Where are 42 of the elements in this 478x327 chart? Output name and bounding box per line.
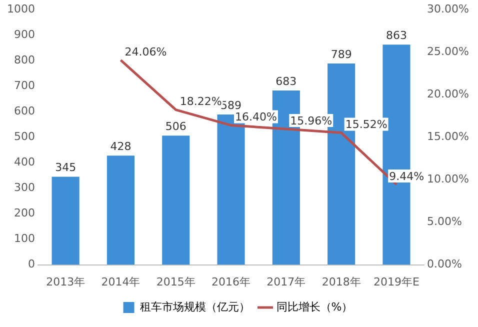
y2-tick-label: 15.00% [427, 130, 470, 144]
bar [162, 136, 190, 265]
bar [106, 156, 135, 265]
y-tick-label: 700 [14, 79, 35, 92]
data-label: 18.22% [180, 95, 222, 108]
data-label: 789 [330, 48, 352, 61]
y2-tick-label: 20.00% [427, 88, 470, 101]
data-label: 16.40% [235, 110, 277, 124]
x-tick-label: 2018年 [322, 275, 361, 288]
legend-label: 租车市场规模（亿元） [140, 300, 250, 314]
data-label: 15.96% [290, 114, 332, 128]
y2-tick-label: 30.00% [427, 2, 470, 16]
x-tick-label: 2016年 [212, 275, 251, 288]
y-tick-label: 900 [14, 28, 35, 41]
y-tick-label: 0 [28, 258, 35, 271]
y-tick-label: 600 [14, 104, 35, 118]
y-tick-label: 300 [14, 181, 35, 194]
data-label: 9.44% [389, 170, 424, 183]
data-label: 428 [110, 140, 132, 153]
y-tick-label: 500 [14, 130, 35, 144]
y-tick-label: 400 [14, 156, 35, 169]
legend-label: 同比增长（%） [276, 300, 353, 314]
y-tick-label: 200 [14, 206, 35, 220]
x-tick-label: 2014年 [101, 275, 140, 288]
y2-tick-label: 0.00% [427, 258, 462, 271]
data-label: 683 [276, 74, 297, 88]
y-tick-label: 800 [14, 54, 35, 66]
data-label: 15.52% [345, 118, 388, 132]
bar [52, 176, 80, 265]
y-tick-label: 1000 [6, 2, 35, 16]
data-label: 506 [165, 120, 186, 134]
data-label: 863 [386, 28, 407, 42]
data-label: 24.06% [124, 45, 167, 58]
y2-tick-label: 5.00% [427, 215, 462, 228]
y-tick-label: 100 [14, 232, 35, 246]
data-label: 345 [55, 161, 76, 174]
y2-tick-label: 10.00% [427, 172, 470, 186]
x-tick-label: 2013年 [46, 275, 86, 288]
x-tick-label: 2017年 [266, 275, 306, 288]
y2-tick-label: 25.00% [427, 44, 470, 58]
x-tick-label: 2015年 [156, 275, 196, 288]
x-tick-label: 2019年E [374, 275, 420, 288]
